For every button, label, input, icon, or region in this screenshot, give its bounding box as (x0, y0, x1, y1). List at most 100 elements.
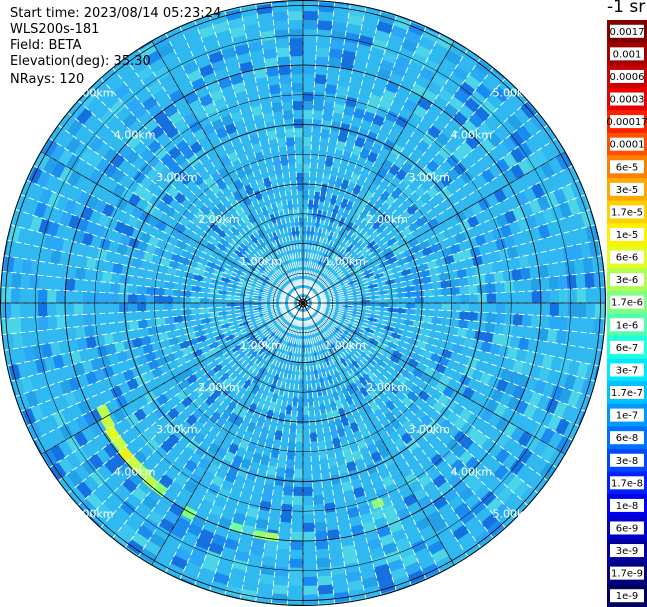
ray-cell (499, 368, 513, 382)
ray-cell (285, 340, 291, 350)
ray-cell (546, 328, 558, 344)
ray-cell (357, 503, 371, 516)
ray-cell (85, 220, 98, 236)
ray-separator (302, 67, 495, 304)
ray-cell (330, 30, 346, 42)
ray-cell (103, 333, 115, 345)
ray-cell (211, 533, 227, 547)
ray-cell (191, 303, 201, 309)
ray-cell (182, 60, 199, 75)
ray-cell (369, 295, 379, 300)
ray-cell (397, 374, 409, 385)
ray-cell (477, 197, 492, 212)
ray-cell (313, 191, 321, 202)
ray-cell (110, 153, 126, 169)
ray-cell (131, 206, 144, 220)
ray-cell (422, 315, 433, 324)
ray-cell (323, 102, 335, 113)
ray-cell (537, 223, 551, 240)
ray-cell (8, 363, 21, 381)
ray-cell (114, 394, 129, 409)
colorbar-label-box (610, 340, 644, 354)
range-ring-label: 4.00km (451, 465, 493, 478)
ray-cell (290, 65, 303, 75)
ray-cell (331, 329, 340, 338)
ray-cell (331, 21, 348, 33)
ray-cell (329, 39, 345, 51)
ray-cell (38, 289, 48, 303)
ray-cell (299, 369, 303, 379)
range-ring-label: 2.00km (198, 213, 240, 226)
ray-cell (372, 114, 386, 127)
ray-separator (270, 302, 304, 605)
ray-cell (261, 206, 270, 218)
ray-cell (381, 89, 397, 103)
ray-cell (355, 255, 365, 264)
ray-cell (322, 250, 330, 260)
ray-cell (81, 458, 98, 476)
high-backscatter-cell (134, 464, 151, 480)
ray-cell (173, 153, 188, 167)
ray-cell (347, 320, 358, 327)
ray-cell (28, 166, 43, 185)
ray-cell (330, 233, 338, 244)
ray-cell (185, 414, 198, 427)
ray-separator (99, 77, 304, 304)
ray-cell (168, 336, 180, 346)
ray-cell (320, 347, 327, 358)
ray-cell (128, 237, 140, 249)
ray-cell (555, 329, 567, 345)
ray-cell (200, 307, 210, 314)
high-backscatter-cell (126, 455, 142, 472)
ray-cell (328, 419, 337, 431)
ray-separator (302, 302, 413, 587)
ray-cell (296, 414, 303, 424)
ray-cell (365, 462, 378, 475)
ray-cell (368, 390, 380, 401)
ray-cell (258, 573, 275, 585)
instrument-label: WLS200s-181 (10, 22, 100, 37)
ray-cell (445, 438, 460, 453)
ray-separator (302, 19, 413, 304)
ray-cell (456, 268, 467, 279)
ray-cell (290, 255, 295, 265)
range-ring-label: 1.00km (240, 255, 282, 268)
ray-separator (302, 302, 558, 469)
ray-cell (251, 384, 261, 395)
ray-cell (47, 221, 60, 237)
ray-cell (485, 398, 500, 413)
ray-cell (382, 269, 393, 277)
ray-cell (122, 224, 135, 238)
ray-cell (199, 93, 214, 107)
ray-cell (170, 524, 187, 540)
colorbar-tick-label: 6e-5 (616, 162, 639, 173)
ray-cell (280, 92, 293, 103)
ray-cell (283, 257, 289, 267)
ray-cell (76, 107, 93, 125)
ray-cell (563, 373, 577, 391)
ray-cell (89, 422, 104, 438)
ray-cell (530, 278, 541, 292)
ray-cell (405, 291, 415, 298)
ray-cell (137, 285, 147, 295)
ray-cell (531, 290, 541, 303)
ray-cell (362, 268, 373, 276)
ray-cell (260, 426, 270, 438)
colorbar-tick-label: 0.0003 (610, 95, 645, 106)
ray-cell (246, 381, 256, 393)
ray-cell (136, 240, 149, 252)
ray-cell (371, 247, 382, 257)
ray-separator (302, 1, 336, 304)
ray-cell (201, 558, 219, 573)
ray-cell (288, 567, 303, 577)
ray-cell (336, 426, 346, 438)
ray-separator (67, 111, 304, 304)
ray-cell (219, 371, 231, 383)
ray-cell (153, 146, 168, 161)
ray-cell (475, 83, 493, 100)
ray-separator (302, 165, 574, 304)
ray-cell (376, 341, 387, 350)
ray-cell (211, 59, 227, 73)
ray-cell (391, 64, 408, 78)
ray-cell (50, 143, 66, 162)
